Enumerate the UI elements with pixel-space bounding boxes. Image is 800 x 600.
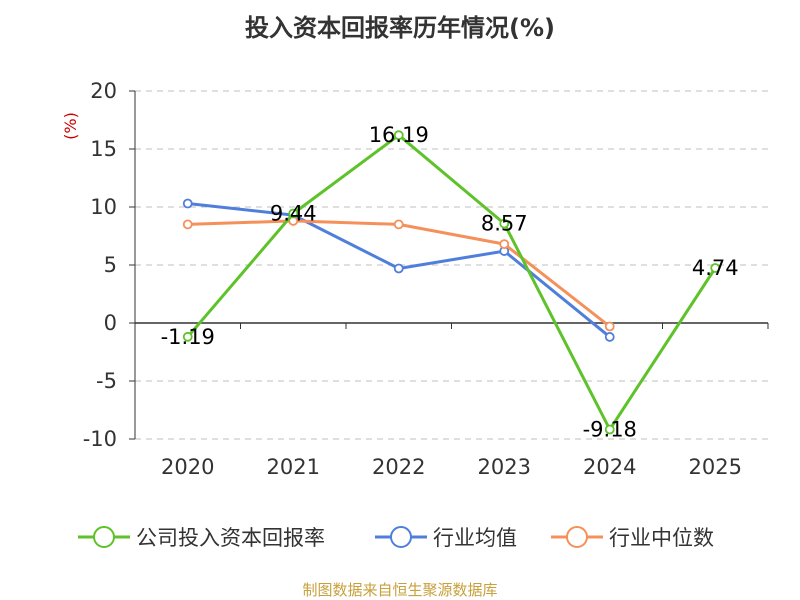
legend-label: 公司投入资本回报率 <box>136 526 325 550</box>
data-point <box>182 219 193 230</box>
y-tick-label: 5 <box>104 253 117 277</box>
data-point <box>393 263 404 274</box>
y-tick-label: -10 <box>83 427 117 451</box>
series-line <box>186 219 612 328</box>
data-point <box>393 130 404 141</box>
data-point <box>288 208 299 219</box>
data-point <box>604 424 615 435</box>
x-tick-label: 2023 <box>478 455 531 479</box>
data-point <box>499 218 510 229</box>
series-0 <box>182 130 721 435</box>
data-point <box>182 198 193 209</box>
grid-lines <box>135 90 768 440</box>
data-label: -9.18 <box>583 417 637 441</box>
legend-item-1[interactable]: 行业均值 <box>375 526 517 550</box>
data-label: 8.57 <box>481 212 528 236</box>
legend-item-0[interactable]: 公司投入资本回报率 <box>78 526 325 550</box>
legend-swatch-marker <box>93 526 115 548</box>
data-label: 16.19 <box>369 123 429 147</box>
data-label: 9.44 <box>270 201 317 225</box>
series-2 <box>182 216 615 332</box>
data-label: 4.74 <box>692 256 739 280</box>
y-axis-label: (%) <box>61 112 80 140</box>
series-lines <box>182 130 721 435</box>
data-point <box>393 219 404 230</box>
legend[interactable]: 公司投入资本回报率 行业均值 行业中位数 <box>78 526 714 550</box>
legend-label: 行业中位数 <box>609 526 714 550</box>
y-tick-label: 20 <box>90 79 117 103</box>
data-point <box>499 239 510 250</box>
x-tick-label: 2024 <box>583 455 636 479</box>
chart-title: 投入资本回报率历年情况(%) <box>245 14 555 42</box>
x-tick-label: 2020 <box>161 455 214 479</box>
legend-swatch-marker <box>566 526 588 548</box>
legend-swatch-marker <box>390 526 412 548</box>
x-tick-label: 2021 <box>267 455 320 479</box>
legend-label: 行业均值 <box>433 526 517 550</box>
y-tick-label: 15 <box>90 137 117 161</box>
data-point <box>710 263 721 273</box>
data-labels: -1.19 9.44 16.19 8.57 -9.18 4.74 <box>161 123 739 441</box>
axes: 20 15 10 5 0 -5 -10 2020 2021 2022 2023 2024 2025 <box>83 79 769 479</box>
x-tick-label: 2025 <box>689 455 742 479</box>
y-tick-label: 0 <box>104 311 117 335</box>
data-source-note: 制图数据来自恒生聚源数据库 <box>302 581 498 599</box>
data-point <box>604 321 615 332</box>
series-line <box>186 133 717 431</box>
legend-item-2[interactable]: 行业中位数 <box>551 526 714 550</box>
data-point <box>182 331 193 342</box>
x-tick-label: 2022 <box>372 455 425 479</box>
data-label: -1.19 <box>161 325 215 349</box>
y-tick-label: 10 <box>90 195 117 219</box>
y-tick-label: -5 <box>96 369 117 393</box>
data-point <box>604 332 615 342</box>
